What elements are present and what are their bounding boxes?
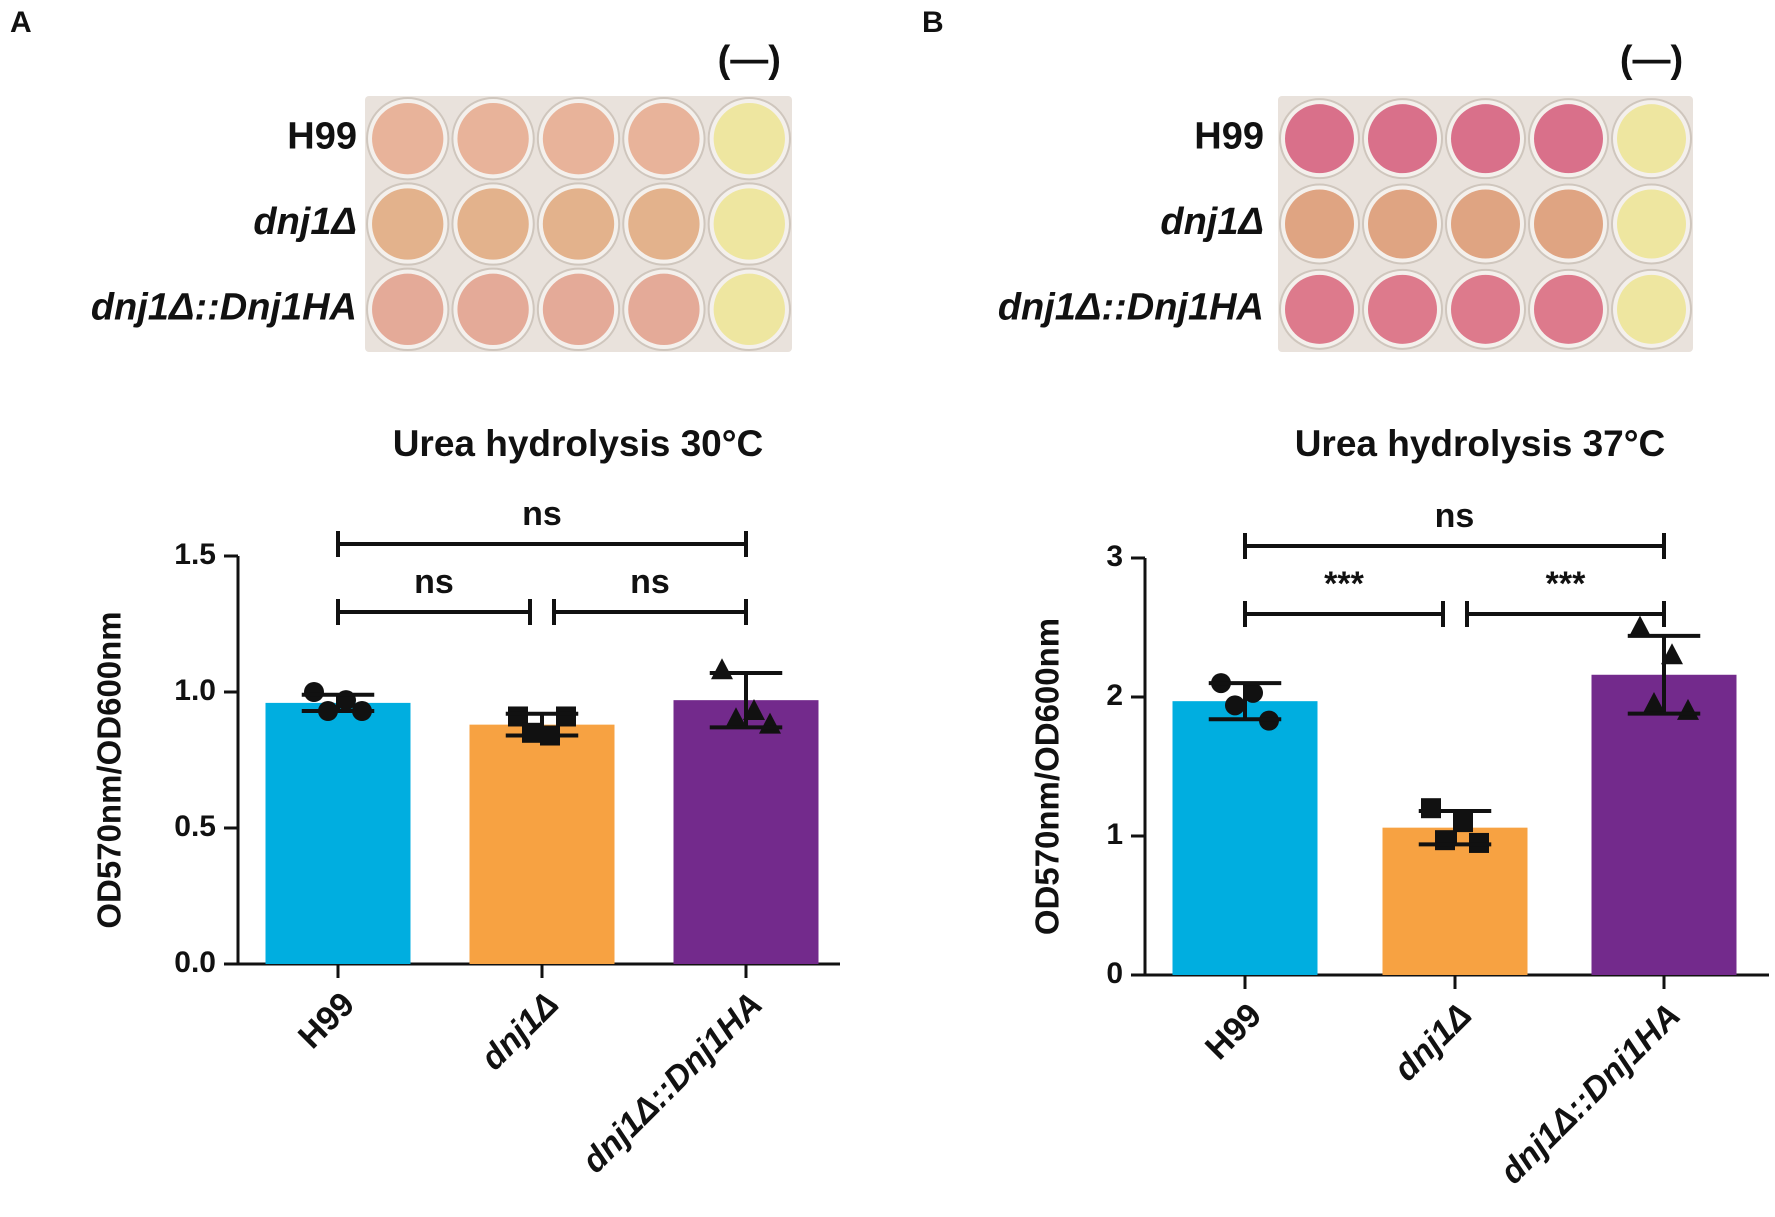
plate-row-label: H99 xyxy=(1194,116,1264,158)
y-tick-label: 1 xyxy=(1106,818,1123,851)
panel-letter: B xyxy=(922,6,944,39)
well xyxy=(1534,104,1603,174)
well xyxy=(542,188,615,260)
data-point xyxy=(743,699,765,721)
well xyxy=(1617,104,1686,174)
plate-control-label: (—) xyxy=(1620,39,1683,81)
well xyxy=(1534,189,1603,259)
error-bar xyxy=(301,692,375,714)
error-bar xyxy=(1418,808,1492,847)
plate-control-label: (—) xyxy=(718,39,781,81)
error-bar xyxy=(709,670,783,730)
x-tick-label: H99 xyxy=(291,985,362,1056)
well xyxy=(542,103,615,175)
well xyxy=(628,273,700,346)
y-tick-label: 1.0 xyxy=(174,674,216,707)
x-tick-label: H99 xyxy=(1198,996,1269,1067)
well xyxy=(542,273,615,346)
data-point xyxy=(1435,830,1455,851)
data-point xyxy=(304,682,324,702)
well xyxy=(1368,274,1437,344)
chart-title: Urea hydrolysis 30°C xyxy=(393,423,764,464)
well xyxy=(628,188,700,260)
y-tick-label: 0.0 xyxy=(174,946,216,979)
data-point xyxy=(508,706,528,727)
significance-label: ns xyxy=(522,495,562,533)
well xyxy=(457,273,529,346)
y-tick-label: 0 xyxy=(1106,957,1123,990)
y-axis-label: OD570nm/OD600nm xyxy=(1029,618,1066,935)
well xyxy=(1451,189,1520,259)
data-point xyxy=(1421,798,1441,819)
plate-row-label: dnj1Δ xyxy=(1160,201,1264,243)
data-point xyxy=(711,658,733,680)
data-point xyxy=(1243,682,1263,703)
well xyxy=(1617,189,1686,259)
y-tick-label: 1.5 xyxy=(174,538,216,571)
data-point xyxy=(556,706,576,727)
x-tick-label: dnj1Δ xyxy=(474,985,566,1077)
well xyxy=(372,188,444,260)
x-tick-label: dnj1Δ xyxy=(1387,996,1479,1088)
data-point xyxy=(522,722,542,743)
data-point xyxy=(1661,643,1683,665)
bar xyxy=(1172,701,1318,975)
well xyxy=(1617,274,1686,344)
data-point xyxy=(1225,695,1245,716)
plate-row-label: dnj1Δ xyxy=(253,201,357,243)
well xyxy=(1368,189,1437,259)
well xyxy=(713,188,785,260)
bar xyxy=(1382,827,1528,975)
well xyxy=(1285,104,1354,174)
well xyxy=(1285,274,1354,344)
well xyxy=(1285,189,1354,259)
panel-letter: A xyxy=(10,6,32,39)
bar xyxy=(469,724,615,964)
significance-label: *** xyxy=(1546,565,1586,603)
well xyxy=(713,273,785,346)
well xyxy=(457,188,529,260)
y-tick-label: 2 xyxy=(1106,679,1123,712)
significance-label: ns xyxy=(414,563,454,601)
bar xyxy=(1591,674,1737,975)
error-bar xyxy=(1627,633,1701,716)
data-point xyxy=(1629,615,1651,637)
well xyxy=(1368,104,1437,174)
data-point xyxy=(725,707,747,729)
plate-row-label: dnj1Δ::Dnj1HA xyxy=(91,286,357,328)
x-tick-label: dnj1Δ::Dnj1HA xyxy=(1493,996,1688,1191)
chart-title: Urea hydrolysis 37°C xyxy=(1295,423,1666,464)
data-point xyxy=(1643,691,1665,713)
x-tick-label: dnj1Δ::Dnj1HA xyxy=(575,985,770,1180)
plate-row-label: H99 xyxy=(287,116,357,158)
error-bar xyxy=(505,711,579,738)
significance-label: ns xyxy=(1435,497,1475,535)
significance-label: ns xyxy=(630,563,670,601)
y-tick-label: 0.5 xyxy=(174,810,216,843)
y-tick-label: 3 xyxy=(1106,540,1123,573)
bar xyxy=(673,700,819,964)
well xyxy=(1451,104,1520,174)
bar xyxy=(265,702,411,964)
y-axis-label: OD570nm/OD600nm xyxy=(91,611,128,928)
plate-row-label: dnj1Δ::Dnj1HA xyxy=(998,286,1264,328)
data-point xyxy=(1453,812,1473,833)
significance-label: *** xyxy=(1324,565,1364,603)
well xyxy=(457,103,529,175)
well xyxy=(628,103,700,175)
error-bar xyxy=(1208,681,1282,722)
well xyxy=(1451,274,1520,344)
well xyxy=(372,103,444,175)
well xyxy=(713,103,785,175)
well xyxy=(1534,274,1603,344)
well xyxy=(372,273,444,346)
